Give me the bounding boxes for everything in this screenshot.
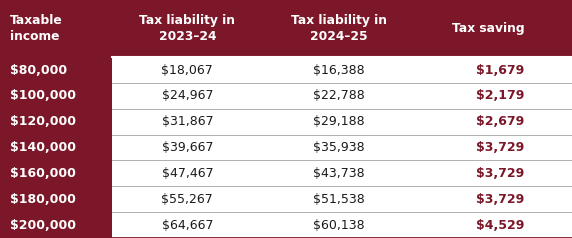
- Text: $3,729: $3,729: [476, 193, 525, 206]
- Text: $29,188: $29,188: [313, 115, 365, 128]
- Text: $43,738: $43,738: [313, 167, 365, 180]
- Text: $18,067: $18,067: [161, 64, 213, 77]
- Bar: [0, 0, 572, 57]
- Text: $22,788: $22,788: [313, 89, 365, 102]
- Text: $100,000: $100,000: [10, 89, 76, 102]
- Bar: [0, 57, 112, 238]
- Text: $4,529: $4,529: [476, 218, 525, 232]
- Text: $39,667: $39,667: [161, 141, 213, 154]
- Text: $47,467: $47,467: [161, 167, 213, 180]
- Text: $140,000: $140,000: [10, 141, 76, 154]
- Text: $16,388: $16,388: [313, 64, 365, 77]
- Text: $31,867: $31,867: [161, 115, 213, 128]
- Text: $3,729: $3,729: [476, 167, 525, 180]
- Text: $55,267: $55,267: [161, 193, 213, 206]
- Text: $160,000: $160,000: [10, 167, 76, 180]
- Text: $35,938: $35,938: [313, 141, 365, 154]
- Text: $80,000: $80,000: [10, 64, 67, 77]
- Text: $51,538: $51,538: [313, 193, 365, 206]
- Text: $200,000: $200,000: [10, 218, 76, 232]
- Text: $2,679: $2,679: [476, 115, 525, 128]
- Text: $3,729: $3,729: [476, 141, 525, 154]
- Text: $1,679: $1,679: [476, 64, 525, 77]
- Text: Taxable
income: Taxable income: [10, 14, 63, 43]
- Text: Tax liability in
2023–24: Tax liability in 2023–24: [140, 14, 235, 43]
- Text: $120,000: $120,000: [10, 115, 76, 128]
- Text: $64,667: $64,667: [161, 218, 213, 232]
- Text: $180,000: $180,000: [10, 193, 76, 206]
- Text: Tax saving: Tax saving: [452, 22, 525, 35]
- Text: $24,967: $24,967: [161, 89, 213, 102]
- Text: $2,179: $2,179: [476, 89, 525, 102]
- Text: $60,138: $60,138: [313, 218, 365, 232]
- Bar: [112, 57, 572, 238]
- Text: Tax liability in
2024–25: Tax liability in 2024–25: [291, 14, 387, 43]
